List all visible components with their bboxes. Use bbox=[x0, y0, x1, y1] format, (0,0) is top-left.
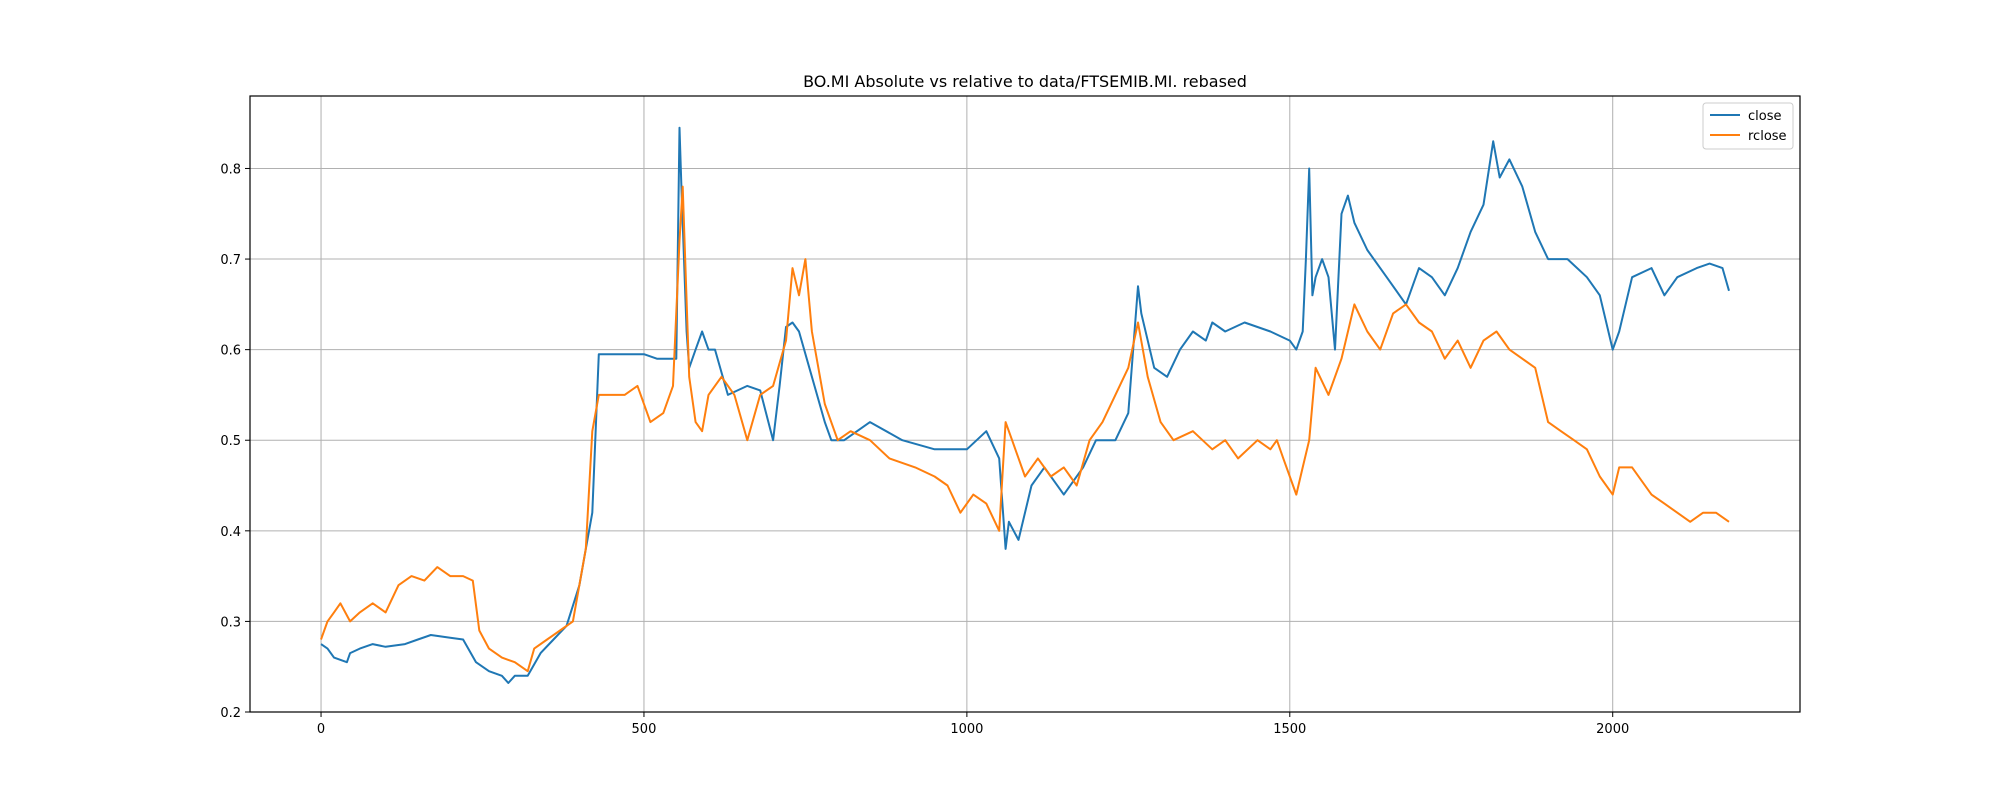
legend-label-rclose: rclose bbox=[1748, 129, 1787, 144]
y-tick-label: 0.6 bbox=[220, 344, 241, 359]
x-tick-label: 500 bbox=[632, 722, 657, 737]
x-tick-label: 0 bbox=[317, 722, 325, 737]
y-tick-label: 0.4 bbox=[220, 525, 241, 540]
series-line-rclose bbox=[320, 185, 1730, 673]
x-tick-label: 1500 bbox=[1273, 722, 1306, 737]
series-line-close bbox=[320, 126, 1730, 684]
y-tick-label: 0.7 bbox=[220, 253, 241, 268]
x-tick-label: 1000 bbox=[950, 722, 983, 737]
series-lines bbox=[320, 126, 1730, 684]
y-tick-label: 0.2 bbox=[220, 706, 241, 721]
x-tick-label: 2000 bbox=[1596, 722, 1629, 737]
grid bbox=[250, 96, 1800, 713]
chart-title: BO.MI Absolute vs relative to data/FTSEM… bbox=[803, 72, 1247, 91]
y-tick-label: 0.8 bbox=[220, 162, 241, 177]
plot-area-frame bbox=[249, 95, 1801, 713]
plot-area-background bbox=[250, 96, 1800, 712]
legend-label-close: close bbox=[1748, 109, 1781, 124]
y-tick-label: 0.3 bbox=[220, 615, 241, 630]
legend: close rclose bbox=[1702, 102, 1794, 150]
y-tick-label: 0.5 bbox=[220, 434, 241, 449]
axis-ticks: 0 500 1000 1500 2000 0.2 0.3 0.4 0.5 0.6 0.7 0.8 bbox=[220, 162, 1629, 737]
